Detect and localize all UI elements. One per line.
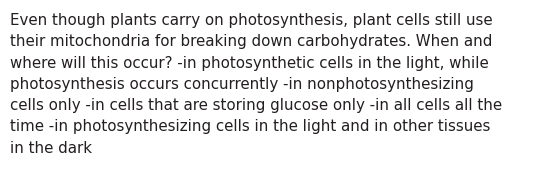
Text: Even though plants carry on photosynthesis, plant cells still use
their mitochon: Even though plants carry on photosynthes… (10, 13, 502, 156)
